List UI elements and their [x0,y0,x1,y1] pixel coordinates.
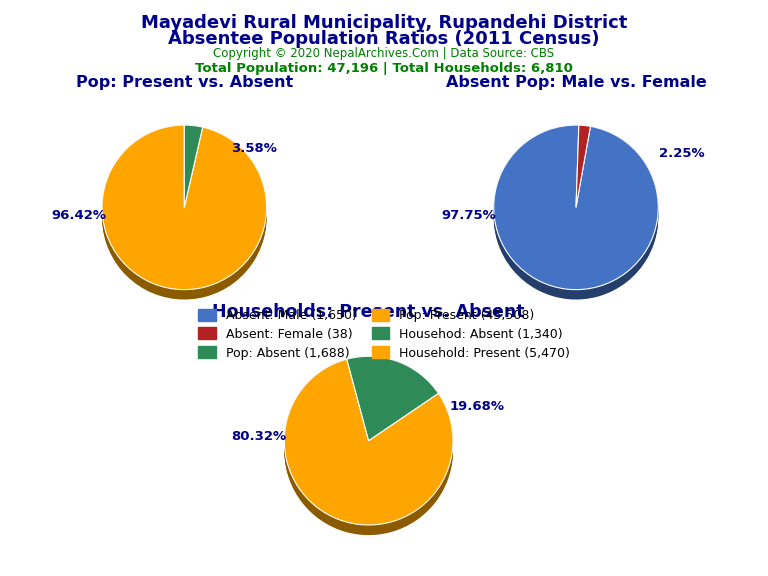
Wedge shape [284,363,453,529]
Wedge shape [184,134,203,216]
Wedge shape [347,359,439,444]
Text: 19.68%: 19.68% [449,400,504,414]
Text: 80.32%: 80.32% [231,430,286,443]
Wedge shape [576,131,591,213]
Wedge shape [102,125,266,290]
Wedge shape [102,129,266,294]
Wedge shape [284,368,453,533]
Wedge shape [494,132,658,297]
Wedge shape [184,131,203,213]
Wedge shape [184,125,203,207]
Wedge shape [284,359,453,525]
Wedge shape [284,365,453,530]
Text: Absentee Population Ratios (2011 Census): Absentee Population Ratios (2011 Census) [168,30,600,48]
Wedge shape [184,132,203,214]
Wedge shape [347,361,439,445]
Wedge shape [576,135,591,217]
Wedge shape [347,366,439,451]
Text: 96.42%: 96.42% [51,209,107,222]
Wedge shape [494,134,658,298]
Title: Households: Present vs. Absent: Households: Present vs. Absent [213,303,525,321]
Wedge shape [102,132,266,297]
Text: Copyright © 2020 NepalArchives.Com | Data Source: CBS: Copyright © 2020 NepalArchives.Com | Dat… [214,47,554,60]
Wedge shape [284,359,453,525]
Text: Mayadevi Rural Municipality, Rupandehi District: Mayadevi Rural Municipality, Rupandehi D… [141,14,627,32]
Wedge shape [494,129,658,294]
Wedge shape [184,127,203,209]
Wedge shape [102,134,266,298]
Wedge shape [576,125,591,207]
Text: 2.25%: 2.25% [658,147,704,160]
Wedge shape [184,128,203,210]
Wedge shape [284,362,453,528]
Title: Pop: Present vs. Absent: Pop: Present vs. Absent [76,75,293,90]
Text: Total Population: 47,196 | Total Households: 6,810: Total Population: 47,196 | Total Househo… [195,62,573,75]
Wedge shape [184,125,203,207]
Wedge shape [494,131,658,295]
Wedge shape [494,128,658,293]
Wedge shape [347,365,439,449]
Wedge shape [102,131,266,295]
Wedge shape [494,125,658,290]
Wedge shape [494,135,658,300]
Text: 3.58%: 3.58% [231,142,277,154]
Wedge shape [102,135,266,300]
Wedge shape [576,127,591,209]
Wedge shape [184,129,203,211]
Wedge shape [347,363,439,448]
Wedge shape [347,357,439,441]
Wedge shape [284,366,453,532]
Wedge shape [284,361,453,526]
Wedge shape [494,125,658,290]
Wedge shape [102,125,266,290]
Wedge shape [576,130,591,211]
Wedge shape [576,132,591,214]
Wedge shape [184,135,203,217]
Wedge shape [102,127,266,291]
Wedge shape [576,128,591,210]
Legend: Absent: Male (1,650), Absent: Female (38), Pop: Absent (1,688), Pop: Present (45: Absent: Male (1,650), Absent: Female (38… [198,309,570,359]
Wedge shape [576,134,591,216]
Title: Absent Pop: Male vs. Female: Absent Pop: Male vs. Female [445,75,707,90]
Wedge shape [347,357,439,441]
Wedge shape [347,362,439,446]
Text: 97.75%: 97.75% [442,209,496,222]
Wedge shape [284,369,453,535]
Wedge shape [494,127,658,291]
Wedge shape [347,358,439,442]
Wedge shape [576,125,591,207]
Wedge shape [102,128,266,293]
